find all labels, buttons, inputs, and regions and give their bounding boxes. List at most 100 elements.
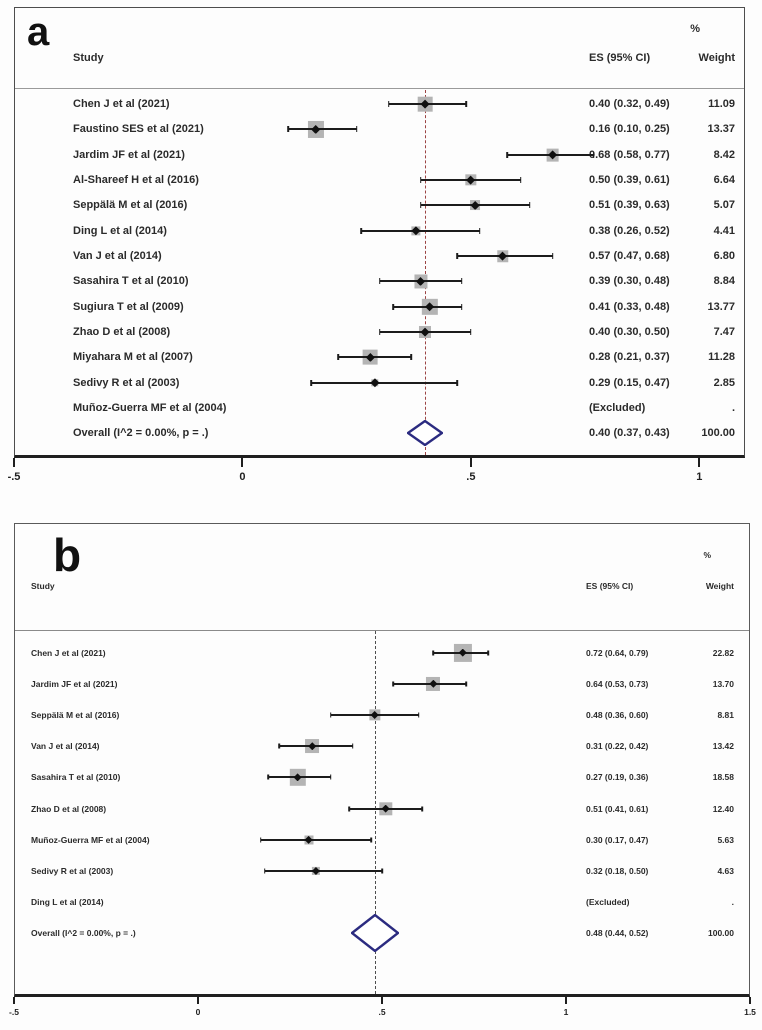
panel-b-header: b Study ES (95% CI) % Weight [15, 524, 749, 631]
ci-cap-left [419, 177, 422, 184]
weight-value: 6.64 [713, 174, 735, 187]
ci-cap-right [487, 650, 490, 656]
point-estimate-marker [308, 742, 317, 751]
ci-cap-right [460, 303, 463, 310]
point-estimate-marker [304, 835, 313, 844]
forest-row: Jardim JF et al (2021) 0.64 (0.53, 0.73) 1… [15, 668, 749, 699]
ci-cap-right [370, 837, 372, 843]
es-ci-value: (Excluded) [586, 897, 630, 908]
study-label: Van J et al (2014) [31, 741, 100, 752]
ci-cap-right [592, 151, 595, 158]
ci-cap-left [456, 253, 458, 260]
point-estimate-marker [365, 352, 375, 362]
ci-cap-left [392, 303, 394, 310]
forest-row: Miyahara M et al (2007) 0.28 (0.21, 0.37)… [15, 345, 744, 370]
row-plot-area [15, 731, 749, 762]
row-plot-area [15, 193, 744, 218]
panel-letter-a: a [27, 10, 50, 54]
point-estimate-marker [429, 679, 438, 688]
ci-cap-left [348, 806, 350, 812]
es-ci-value: 0.30 (0.17, 0.47) [586, 834, 649, 845]
row-plot-area [15, 762, 749, 793]
es-ci-value: 0.38 (0.26, 0.52) [589, 224, 670, 237]
ci-line [264, 870, 382, 873]
panel-a-header: a Study ES (95% CI) % Weight [15, 8, 744, 89]
axis-tick [381, 997, 383, 1004]
ci-cap-right [329, 774, 332, 780]
row-plot-area [15, 914, 749, 953]
es-ci-value: 0.50 (0.39, 0.61) [589, 174, 670, 187]
point-estimate-marker [548, 150, 558, 160]
forest-row: Al-Shareef H et al (2016) 0.50 (0.39, 0.6… [15, 167, 744, 192]
ci-cap-left [329, 712, 332, 718]
column-header-study: Study [73, 52, 104, 64]
point-estimate-marker [381, 804, 390, 813]
study-label: Sedivy R et al (2003) [31, 866, 114, 877]
weight-value: 5.63 [717, 834, 734, 845]
study-label: Miyahara M et al (2007) [73, 351, 193, 364]
axis-tick-label: -.5 [7, 471, 21, 483]
es-ci-value: 0.48 (0.44, 0.52) [586, 928, 649, 939]
study-label: Jardim JF et al (2021) [73, 148, 185, 161]
column-header-percent: % [703, 550, 711, 560]
study-label: Seppälä M et al (2016) [31, 710, 120, 720]
column-header-es-ci: ES (95% CI) [589, 52, 651, 64]
forest-row: Faustino SES et al (2021) 0.16 (0.10, 0.2… [15, 117, 744, 142]
ci-cap-right [469, 329, 472, 336]
es-ci-value: 0.57 (0.47, 0.68) [589, 250, 670, 263]
es-ci-value: 0.39 (0.30, 0.48) [589, 275, 670, 288]
row-plot-area [15, 92, 744, 117]
weight-value: 11.09 [708, 98, 735, 111]
column-header-es-ci: ES (95% CI) [586, 581, 634, 591]
axis-tick-label: 1 [696, 471, 703, 483]
weight-value: 5.07 [713, 199, 735, 212]
study-label: Ding L et al (2014) [31, 897, 104, 908]
ci-cap-right [465, 681, 468, 687]
es-ci-value: 0.27 (0.19, 0.36) [586, 772, 649, 783]
forest-row: Ding L et al (2014) (Excluded). [15, 887, 749, 918]
es-ci-value: 0.68 (0.58, 0.77) [589, 148, 670, 161]
es-ci-value: 0.51 (0.39, 0.63) [589, 199, 670, 212]
row-plot-area [15, 142, 744, 167]
point-estimate-marker [311, 124, 321, 134]
forest-row: Seppälä M et al (2016) 0.51 (0.39, 0.63) 5… [15, 193, 744, 218]
ci-line [311, 381, 457, 384]
point-estimate-marker [416, 276, 425, 286]
point-estimate-marker [466, 175, 476, 185]
study-label: Faustino SES et al (2021) [73, 123, 204, 136]
weight-value: 8.84 [713, 275, 735, 288]
forest-row: Chen J et al (2021) 0.72 (0.64, 0.79) 22.8… [15, 637, 749, 668]
study-label: Al-Shareef H et al (2016) [73, 174, 199, 187]
point-estimate-marker [293, 773, 302, 782]
row-plot-area [15, 855, 749, 886]
ci-cap-left [432, 650, 435, 656]
point-estimate-marker [420, 99, 430, 109]
forest-row: Seppälä M et al (2016) 0.48 (0.36, 0.60) 8… [15, 699, 749, 730]
weight-value: 18.58 [712, 772, 734, 783]
panel-letter-b: b [53, 529, 82, 581]
ci-cap-left [378, 329, 381, 336]
forest-row: Chen J et al (2021) 0.40 (0.32, 0.49) 11.0… [15, 92, 744, 117]
axis-tick [241, 458, 244, 467]
ci-cap-left [287, 126, 290, 133]
axis-tick [13, 458, 15, 467]
forest-row: Van J et al (2014) 0.31 (0.22, 0.42) 13.42 [15, 731, 749, 762]
study-label: Sedivy R et al (2003) [73, 376, 180, 389]
row-plot-area [15, 637, 749, 668]
es-ci-value: 0.40 (0.32, 0.49) [589, 98, 670, 111]
ci-cap-right [410, 354, 413, 361]
ci-line [288, 128, 357, 131]
point-estimate-marker [425, 302, 435, 312]
ci-cap-left [260, 837, 262, 843]
study-label: Zhao D et al (2008) [73, 326, 171, 339]
point-estimate-marker [311, 867, 320, 876]
study-label: Overall (I^2 = 0.00%, p = .) [73, 427, 209, 440]
weight-value: . [731, 897, 734, 908]
es-ci-value: 0.16 (0.10, 0.25) [589, 123, 670, 136]
ci-line [260, 838, 371, 841]
axis-tick [13, 997, 15, 1004]
es-ci-value: 0.72 (0.64, 0.79) [586, 647, 649, 658]
point-estimate-marker [411, 226, 421, 236]
forest-row: Sasahira T et al (2010) 0.27 (0.19, 0.36)… [15, 762, 749, 793]
study-label: Sasahira T et al (2010) [73, 275, 189, 288]
